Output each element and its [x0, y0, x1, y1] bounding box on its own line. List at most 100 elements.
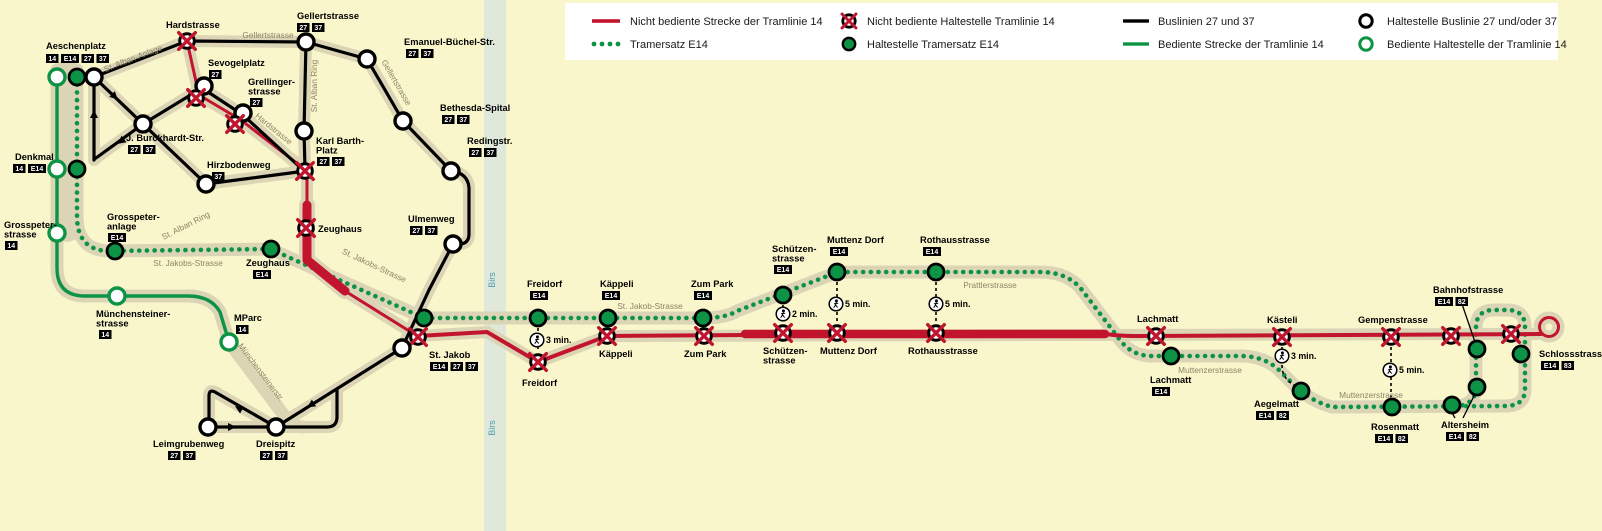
station-label: Freidorf [522, 378, 558, 388]
line-badge-text: 27 [262, 453, 270, 460]
line-badge-text: 37 [277, 453, 285, 460]
line-badge [183, 451, 196, 460]
station-label: Emanuel-Büchel-Str. [404, 37, 495, 47]
line-badge-text: E14 [1544, 363, 1557, 370]
line-badge-text: 82 [1398, 436, 1406, 443]
e14-stop-marker [827, 262, 847, 282]
street-label: Gellertstrasse [242, 30, 294, 40]
line-badge-text: E14 [833, 249, 846, 256]
e14-stop-marker [1291, 381, 1311, 401]
line-badge-text: 83 [1564, 363, 1572, 370]
station-label: Aegelmatt [1254, 399, 1299, 409]
closed-stop-marker [1381, 327, 1401, 347]
station-muttenz-dorf: Muttenz Dorf [820, 323, 878, 356]
line-badge-text: E14 [697, 293, 710, 300]
line-badge [469, 148, 482, 157]
line-badge-text: E14 [926, 249, 939, 256]
bus-stop-marker [393, 111, 413, 131]
closed-stop-marker [1272, 327, 1292, 347]
station-altersheim: Altersheim E14 82 [1441, 377, 1489, 441]
station-schlossstrasse: Schlossstrasse E14 83 [1501, 324, 1602, 370]
line-badge [406, 49, 419, 58]
station-label: Schützen-strasse [772, 244, 816, 264]
line-badge [1435, 297, 1453, 306]
walk-notes-layer: 3 min. 2 min. 5 min. 5 min. 3 min. 5 min. [529, 296, 1424, 378]
e14-stop-marker [773, 285, 793, 305]
legend-item-label: Nicht bediente Strecke der Tramlinie 14 [630, 16, 823, 28]
line-badge [128, 145, 141, 154]
stations-layer: Aeschenplatz 14 E14 27 37 Hardstrasse Gellerts… [4, 11, 1602, 460]
station-denkmal: Denkmal 14 E14 [13, 152, 87, 179]
street-label: Muttenzerstrasse [1178, 365, 1242, 375]
station-label: Sevogelplatz [208, 58, 265, 68]
line-badge-text: E14 [1438, 299, 1451, 306]
line-badge [5, 241, 18, 250]
closed-stop-marker [295, 161, 315, 181]
station-emanuel-buechel-str: Emanuel-Büchel-Str. 27 37 [357, 37, 495, 69]
line-badge [1455, 297, 1468, 306]
station-dreispitz: Dreispitz 27 37 [256, 417, 296, 460]
station-label: Altersheim [1441, 420, 1489, 430]
walk-time-text: 5 min. [845, 299, 870, 309]
line-badge-text: E14 [1155, 389, 1168, 396]
line-badge [484, 148, 497, 157]
walk-transfer-note: 5 min. [828, 296, 870, 312]
station-label: Gellertstrasse [297, 11, 359, 21]
line-badge [430, 362, 448, 371]
station-st-jakob: St. Jakob E14 27 37 [392, 308, 478, 371]
street-label: Prattlerstrasse [963, 280, 1017, 290]
line-badge [212, 172, 225, 181]
station-rothausstrasse: Rothausstrasse [908, 323, 978, 356]
station-label: Zeughaus [318, 224, 362, 234]
legend-item: Bediente Haltestelle der Tramlinie 14 [1358, 36, 1567, 52]
line-badge [1541, 361, 1559, 370]
station-zeughaus-e14: Zeughaus E14 [246, 239, 290, 279]
line-badge-text: 37 [423, 51, 431, 58]
line-badge-text: E14 [777, 267, 790, 274]
walk-transfer-note: 3 min. [529, 332, 571, 348]
line-badge-text: 27 [408, 51, 416, 58]
line-badge-text: E14 [605, 293, 618, 300]
station-freidorf-e14: Freidorf E14 [527, 279, 563, 328]
station-label: Hirzbodenweg [207, 160, 271, 170]
served-stop-marker [107, 286, 127, 306]
legend-item: Buslinien 27 und 37 [1123, 16, 1255, 28]
line-badge [96, 54, 109, 63]
station-muenchensteinerstrasse: Münchensteiner-strasse 14 [96, 286, 170, 339]
line-badge-text: 37 [486, 150, 494, 157]
line-badge-text: 37 [468, 364, 476, 371]
line-badge [168, 451, 181, 460]
line-badge-text: 27 [170, 453, 178, 460]
station-label: Redingstr. [467, 136, 512, 146]
station-label: Käppeli [599, 349, 633, 359]
line-badge [46, 54, 59, 63]
station-freidorf: Freidorf [522, 352, 558, 388]
served-stop-marker [219, 332, 239, 352]
legend-item-label: Bediente Strecke der Tramlinie 14 [1158, 39, 1324, 51]
bus-stop-marker [392, 338, 412, 358]
station-hardstrasse: Hardstrasse [166, 20, 220, 51]
station-bahnhofstrasse: Bahnhofstrasse E14 82 [1433, 285, 1503, 359]
station-label: Grosspeter-anlage [107, 212, 160, 232]
line-badge-text: 37 [185, 453, 193, 460]
station-gellertstrasse: Gellertstrasse 27 37 [296, 11, 359, 52]
line-badge [1446, 432, 1464, 441]
line-badge-text: 37 [427, 228, 435, 235]
closed-stop-marker [225, 114, 245, 134]
line-badge [1375, 434, 1393, 443]
legend-item-label: Nicht bediente Haltestelle Tramlinie 14 [867, 16, 1055, 28]
station-gempenstrasse: Gempenstrasse [1358, 315, 1428, 347]
line-badge [28, 164, 46, 173]
river-label: Birs [487, 420, 497, 436]
station-lachmatt: Lachmatt [1137, 314, 1178, 346]
station-muttenz-dorf-e14: Muttenz Dorf E14 [827, 235, 885, 282]
line-badge [108, 233, 126, 242]
station-label: Kästeli [1267, 315, 1298, 325]
served-stop-marker [47, 159, 67, 179]
station-leimgrubenweg: Leimgrubenweg 27 37 [153, 417, 225, 460]
station-label: Lachmatt [1137, 314, 1178, 324]
e14-stop-marker [1511, 344, 1531, 364]
walk-transfer-note: 2 min. [775, 306, 817, 322]
station-mparc: MParc 14 [219, 313, 262, 352]
